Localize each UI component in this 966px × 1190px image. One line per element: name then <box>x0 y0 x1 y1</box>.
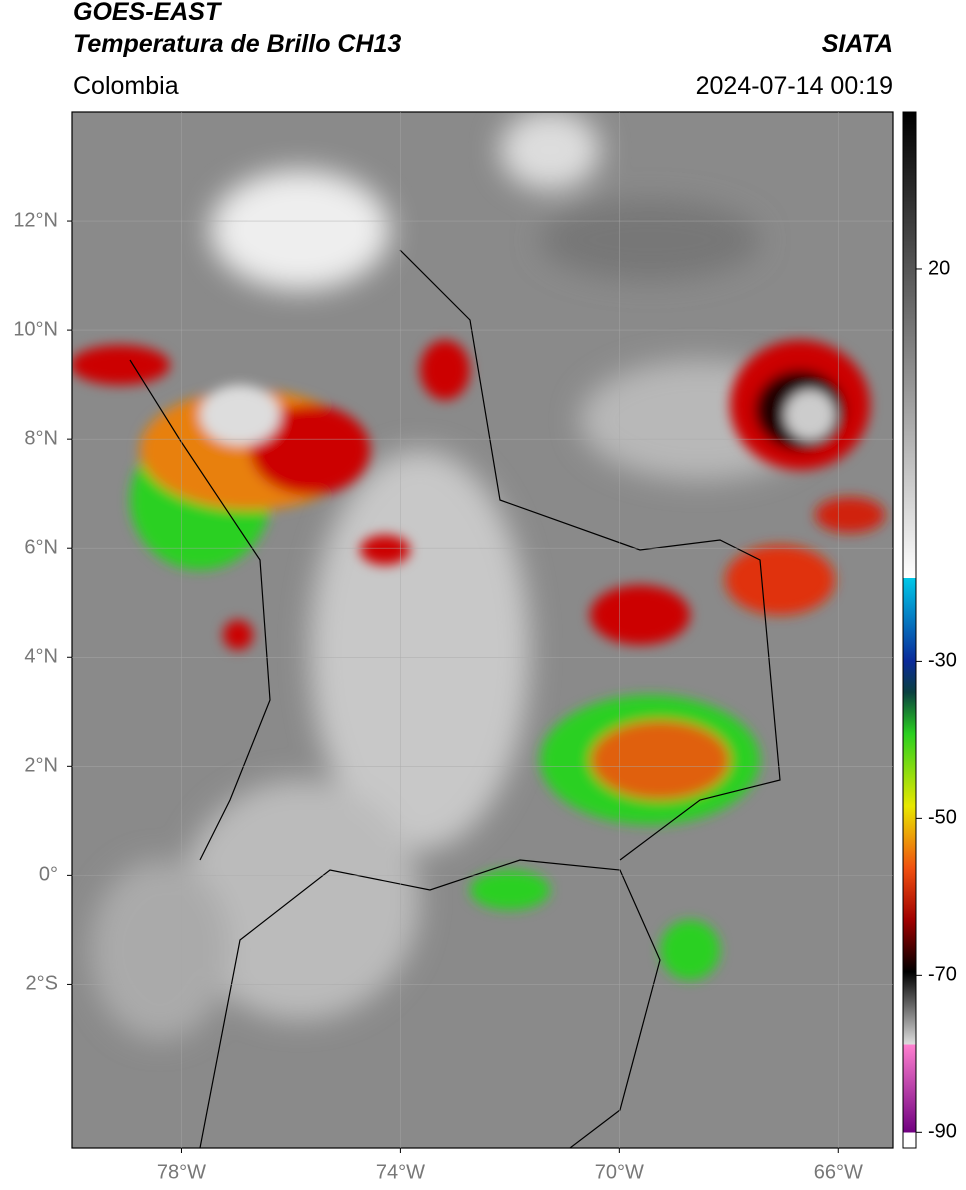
colorbar-tick-label: -70 <box>928 964 957 986</box>
title: GOES-EAST <box>73 0 221 26</box>
colorbar-tick-label: -90 <box>928 1121 957 1143</box>
region: Colombia <box>73 72 179 100</box>
y-tick-label: 10°N <box>13 318 58 340</box>
colorbar-tick-label: -50 <box>928 807 957 829</box>
subtitle: Temperatura de Brillo CH13 <box>73 30 402 58</box>
y-tick-label: 2°S <box>26 973 58 995</box>
colorbar: 20 -30 -50 -70 -90 <box>902 111 957 1149</box>
y-tick-label: 6°N <box>24 536 58 558</box>
x-tick-label: 78°W <box>157 1161 206 1183</box>
map-frame <box>71 111 894 1149</box>
x-tick-label: 66°W <box>814 1161 863 1183</box>
colorbar-tick-label: -30 <box>928 650 957 672</box>
y-tick-label: 4°N <box>24 646 58 668</box>
y-tick-label: 0° <box>39 864 58 886</box>
colorbar-scale <box>902 111 917 1149</box>
y-tick-label: 8°N <box>24 427 58 449</box>
y-tick-label: 12°N <box>13 209 58 231</box>
y-tick-label: 2°N <box>24 755 58 777</box>
timestamp: 2024-07-14 00:19 <box>695 72 893 100</box>
x-tick-label: 74°W <box>376 1161 425 1183</box>
colorbar-tick-label: 20 <box>928 257 950 279</box>
x-tick-label: 70°W <box>595 1161 644 1183</box>
satellite-image <box>72 112 893 1148</box>
source: SIATA <box>821 30 893 58</box>
